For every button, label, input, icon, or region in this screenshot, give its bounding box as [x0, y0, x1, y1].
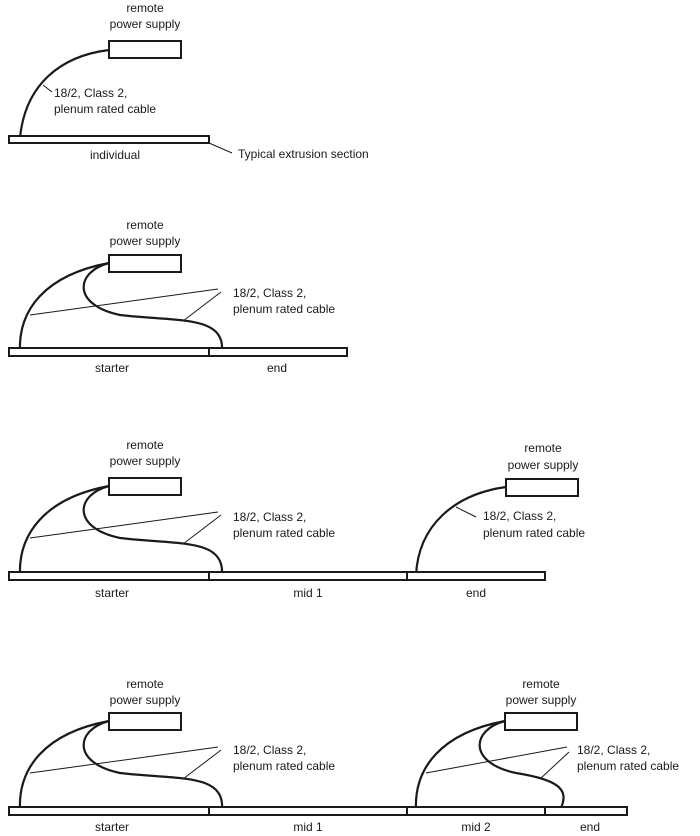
- power-supply-label-line1: remote: [522, 677, 560, 691]
- section-label-mid1: mid 1: [293, 820, 323, 834]
- cable-label-line1: 18/2, Class 2,: [233, 286, 306, 300]
- section-label-mid2: mid 2: [461, 820, 491, 834]
- power-cable-mid: [82, 484, 224, 577]
- cable-label-line2: plenum rated cable: [233, 302, 335, 316]
- power-cable-end: [82, 261, 224, 353]
- cable-leader-4: [539, 751, 570, 780]
- power-cable-end: [478, 719, 565, 811]
- typical-section-leader: [208, 142, 233, 154]
- section-label-starter: starter: [95, 820, 129, 834]
- cable-leader: [42, 84, 53, 93]
- section-label-end: end: [267, 361, 287, 375]
- power-cable: [18, 48, 110, 139]
- cable-leader-2: [182, 291, 222, 322]
- power-supply-label-line2: power supply: [110, 693, 181, 707]
- cable-label-line2: plenum rated cable: [577, 759, 679, 773]
- cable-label-line1: 18/2, Class 2,: [577, 743, 650, 757]
- cable-leader-1: [29, 511, 219, 539]
- config-two-section: remote power supply 18/2, Class 2, plenu…: [8, 218, 348, 375]
- power-cable-starter: [18, 719, 110, 811]
- remote-power-supply: [108, 477, 182, 496]
- cable-label-line2: plenum rated cable: [233, 759, 335, 773]
- section-label-starter: starter: [95, 586, 129, 600]
- cable-leader-2: [182, 749, 222, 780]
- power-supply-label-line1: remote: [126, 1, 164, 15]
- remote-power-supply: [108, 40, 182, 59]
- remote-power-supply-end: [505, 478, 579, 497]
- cable-label-line2: plenum rated cable: [54, 102, 156, 116]
- remote-power-supply-mid2: [504, 712, 578, 731]
- extrusion-individual: [8, 135, 210, 144]
- extrusion-starter: [8, 347, 210, 357]
- power-cable-starter: [18, 484, 110, 577]
- extrusion-starter: [8, 571, 210, 581]
- extrusion-end: [406, 571, 546, 581]
- power-supply-label-line2: power supply: [508, 458, 579, 472]
- extrusion-end: [208, 347, 348, 357]
- power-cable-starter: [18, 261, 110, 353]
- cable-label-line2: plenum rated cable: [233, 526, 335, 540]
- power-supply-label-line1: remote: [126, 677, 164, 691]
- extrusion-mid1: [208, 571, 408, 581]
- extrusion-mid1: [208, 806, 408, 816]
- config-three-section: remote power supply 18/2, Class 2, plenu…: [8, 438, 585, 600]
- power-cable-mid2: [414, 719, 506, 811]
- cable-leader-1: [29, 746, 219, 774]
- extrusion-end: [544, 806, 628, 816]
- section-label-end: end: [580, 820, 600, 834]
- power-supply-label-line2: power supply: [110, 17, 181, 31]
- cable-leader-3: [425, 746, 568, 774]
- section-label-mid1: mid 1: [293, 586, 323, 600]
- cable-label-line1: 18/2, Class 2,: [233, 510, 306, 524]
- cable-label-line1: 18/2, Class 2,: [483, 509, 556, 523]
- section-label-end: end: [466, 586, 486, 600]
- power-supply-label-line2: power supply: [506, 693, 577, 707]
- power-supply-label-line1: remote: [126, 218, 164, 232]
- cable-leader-2: [182, 514, 222, 545]
- cable-label-line1: 18/2, Class 2,: [233, 743, 306, 757]
- cable-leader-end: [455, 506, 477, 518]
- extrusion-mid2: [406, 806, 546, 816]
- remote-power-supply: [108, 712, 182, 731]
- config-four-section: remote power supply 18/2, Class 2, plenu…: [8, 677, 679, 834]
- extrusion-starter: [8, 806, 210, 816]
- section-label-starter: starter: [95, 361, 129, 375]
- power-cable-mid1: [82, 719, 224, 811]
- power-cable-end: [414, 485, 507, 577]
- power-supply-label-line1: remote: [524, 441, 562, 455]
- typical-section-label: Typical extrusion section: [238, 147, 369, 161]
- power-supply-label-line1: remote: [126, 438, 164, 452]
- section-label-individual: individual: [90, 148, 140, 162]
- cable-label-line1: 18/2, Class 2,: [54, 86, 127, 100]
- config-individual: remote power supply 18/2, Class 2, plenu…: [8, 1, 369, 162]
- cable-leader-1: [29, 288, 219, 316]
- cable-label-line2: plenum rated cable: [483, 526, 585, 540]
- power-supply-label-line2: power supply: [110, 454, 181, 468]
- power-supply-label-line2: power supply: [110, 234, 181, 248]
- remote-power-supply: [108, 254, 182, 273]
